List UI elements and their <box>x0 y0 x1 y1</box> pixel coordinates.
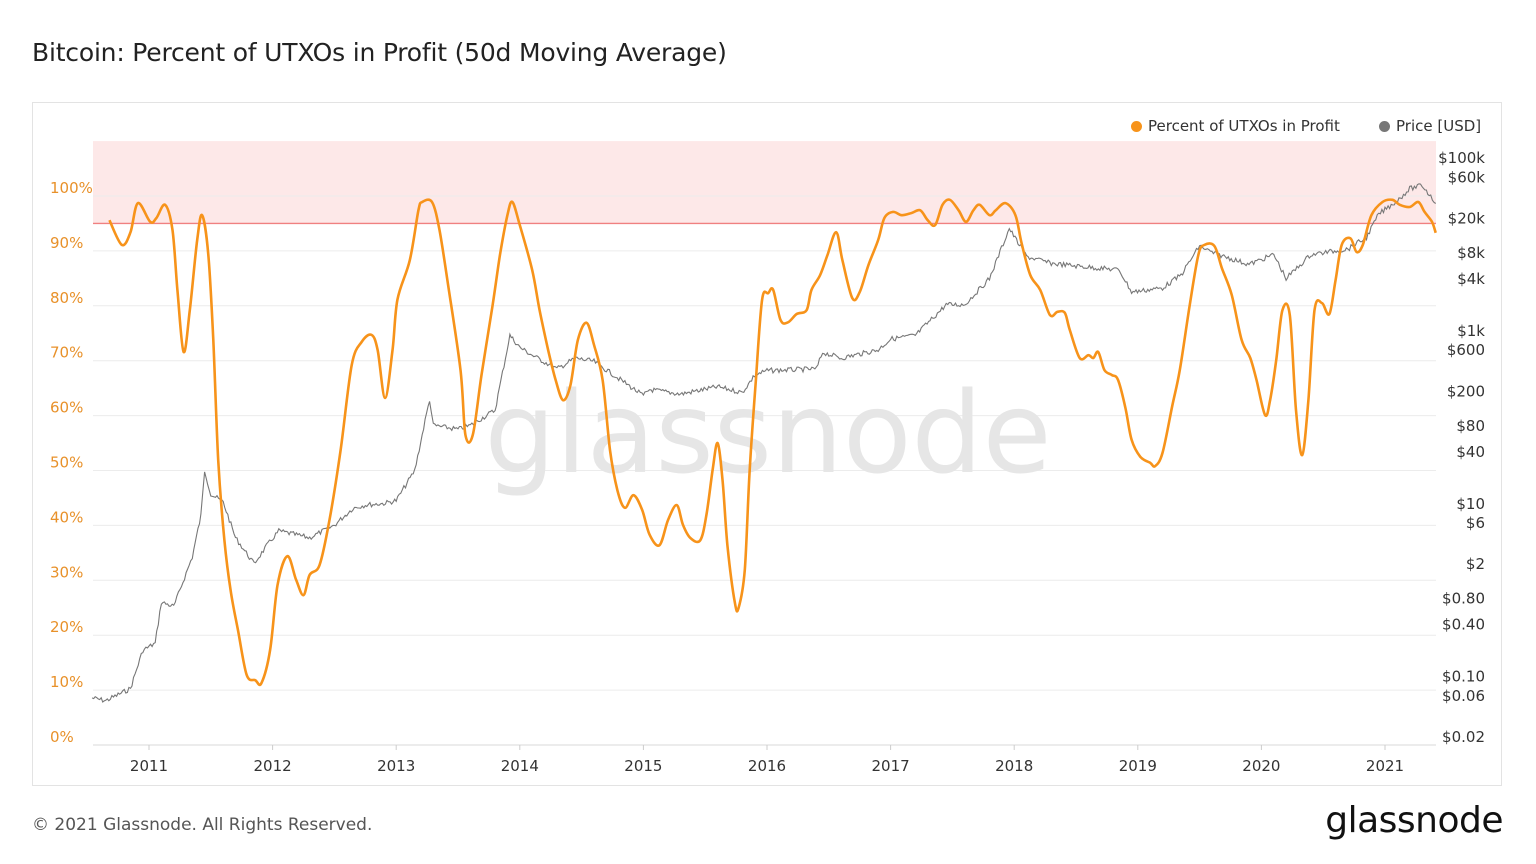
right-tick-label: $8k <box>1457 244 1485 262</box>
x-tick-label: 2012 <box>254 757 292 775</box>
right-tick-label: $0.10 <box>1442 668 1485 686</box>
x-tick-label: 2014 <box>501 757 539 775</box>
left-tick-label: 60% <box>50 399 83 417</box>
left-tick-label: 20% <box>50 618 83 636</box>
right-tick-label: $1k <box>1457 322 1485 340</box>
glassnode-logo: glassnode <box>1325 800 1503 841</box>
right-tick-label: $4k <box>1457 270 1485 288</box>
right-tick-label: $2 <box>1466 555 1485 573</box>
x-tick-label: 2018 <box>995 757 1033 775</box>
utxo-profit-line <box>108 198 1437 687</box>
right-tick-label: $100k <box>1438 149 1485 167</box>
right-tick-label: $0.06 <box>1442 687 1485 705</box>
x-tick-label: 2021 <box>1366 757 1404 775</box>
legend-dot-orange-icon <box>1131 120 1142 132</box>
copyright: © 2021 Glassnode. All Rights Reserved. <box>32 815 373 835</box>
right-tick-label: $10 <box>1456 495 1485 513</box>
right-tick-label: $20k <box>1448 210 1486 228</box>
right-tick-label: $0.40 <box>1442 616 1485 634</box>
right-tick-label: $40 <box>1456 443 1485 461</box>
left-tick-label: 30% <box>50 563 83 581</box>
x-tick-label: 2015 <box>624 757 662 775</box>
x-tick-label: 2019 <box>1119 757 1157 775</box>
right-tick-label: $60k <box>1448 168 1486 186</box>
x-tick-label: 2017 <box>872 757 910 775</box>
right-tick-label: $80 <box>1456 417 1485 435</box>
right-tick-label: $0.80 <box>1442 590 1485 608</box>
chart-title: Bitcoin: Percent of UTXOs in Profit (50d… <box>32 38 727 67</box>
x-tick-label: 2011 <box>130 757 168 775</box>
left-tick-label: 40% <box>50 508 83 526</box>
watermark: glassnode <box>484 369 1051 499</box>
legend-item-utxo-profit[interactable]: Percent of UTXOs in Profit <box>1131 117 1340 135</box>
legend-label: Percent of UTXOs in Profit <box>1148 117 1340 135</box>
chart-frame <box>32 102 1502 786</box>
legend-item-price[interactable]: Price [USD] <box>1379 117 1481 135</box>
legend-label: Price [USD] <box>1396 117 1482 135</box>
threshold-band <box>93 141 1436 224</box>
left-tick-label: 50% <box>50 454 83 472</box>
x-tick-label: 2013 <box>377 757 415 775</box>
price-line <box>91 183 1437 703</box>
right-tick-label: $600 <box>1447 341 1485 359</box>
right-tick-label: $0.02 <box>1442 728 1485 746</box>
left-tick-label: 90% <box>50 234 83 252</box>
left-tick-label: 80% <box>50 289 83 307</box>
right-tick-label: $200 <box>1447 382 1485 400</box>
x-tick-label: 2020 <box>1242 757 1280 775</box>
legend-dot-gray-icon <box>1379 120 1390 132</box>
left-tick-label: 100% <box>50 179 93 197</box>
left-tick-label: 0% <box>50 728 74 746</box>
x-tick-label: 2016 <box>748 757 786 775</box>
right-tick-label: $6 <box>1466 514 1485 532</box>
left-tick-label: 70% <box>50 344 83 362</box>
left-tick-label: 10% <box>50 673 83 691</box>
